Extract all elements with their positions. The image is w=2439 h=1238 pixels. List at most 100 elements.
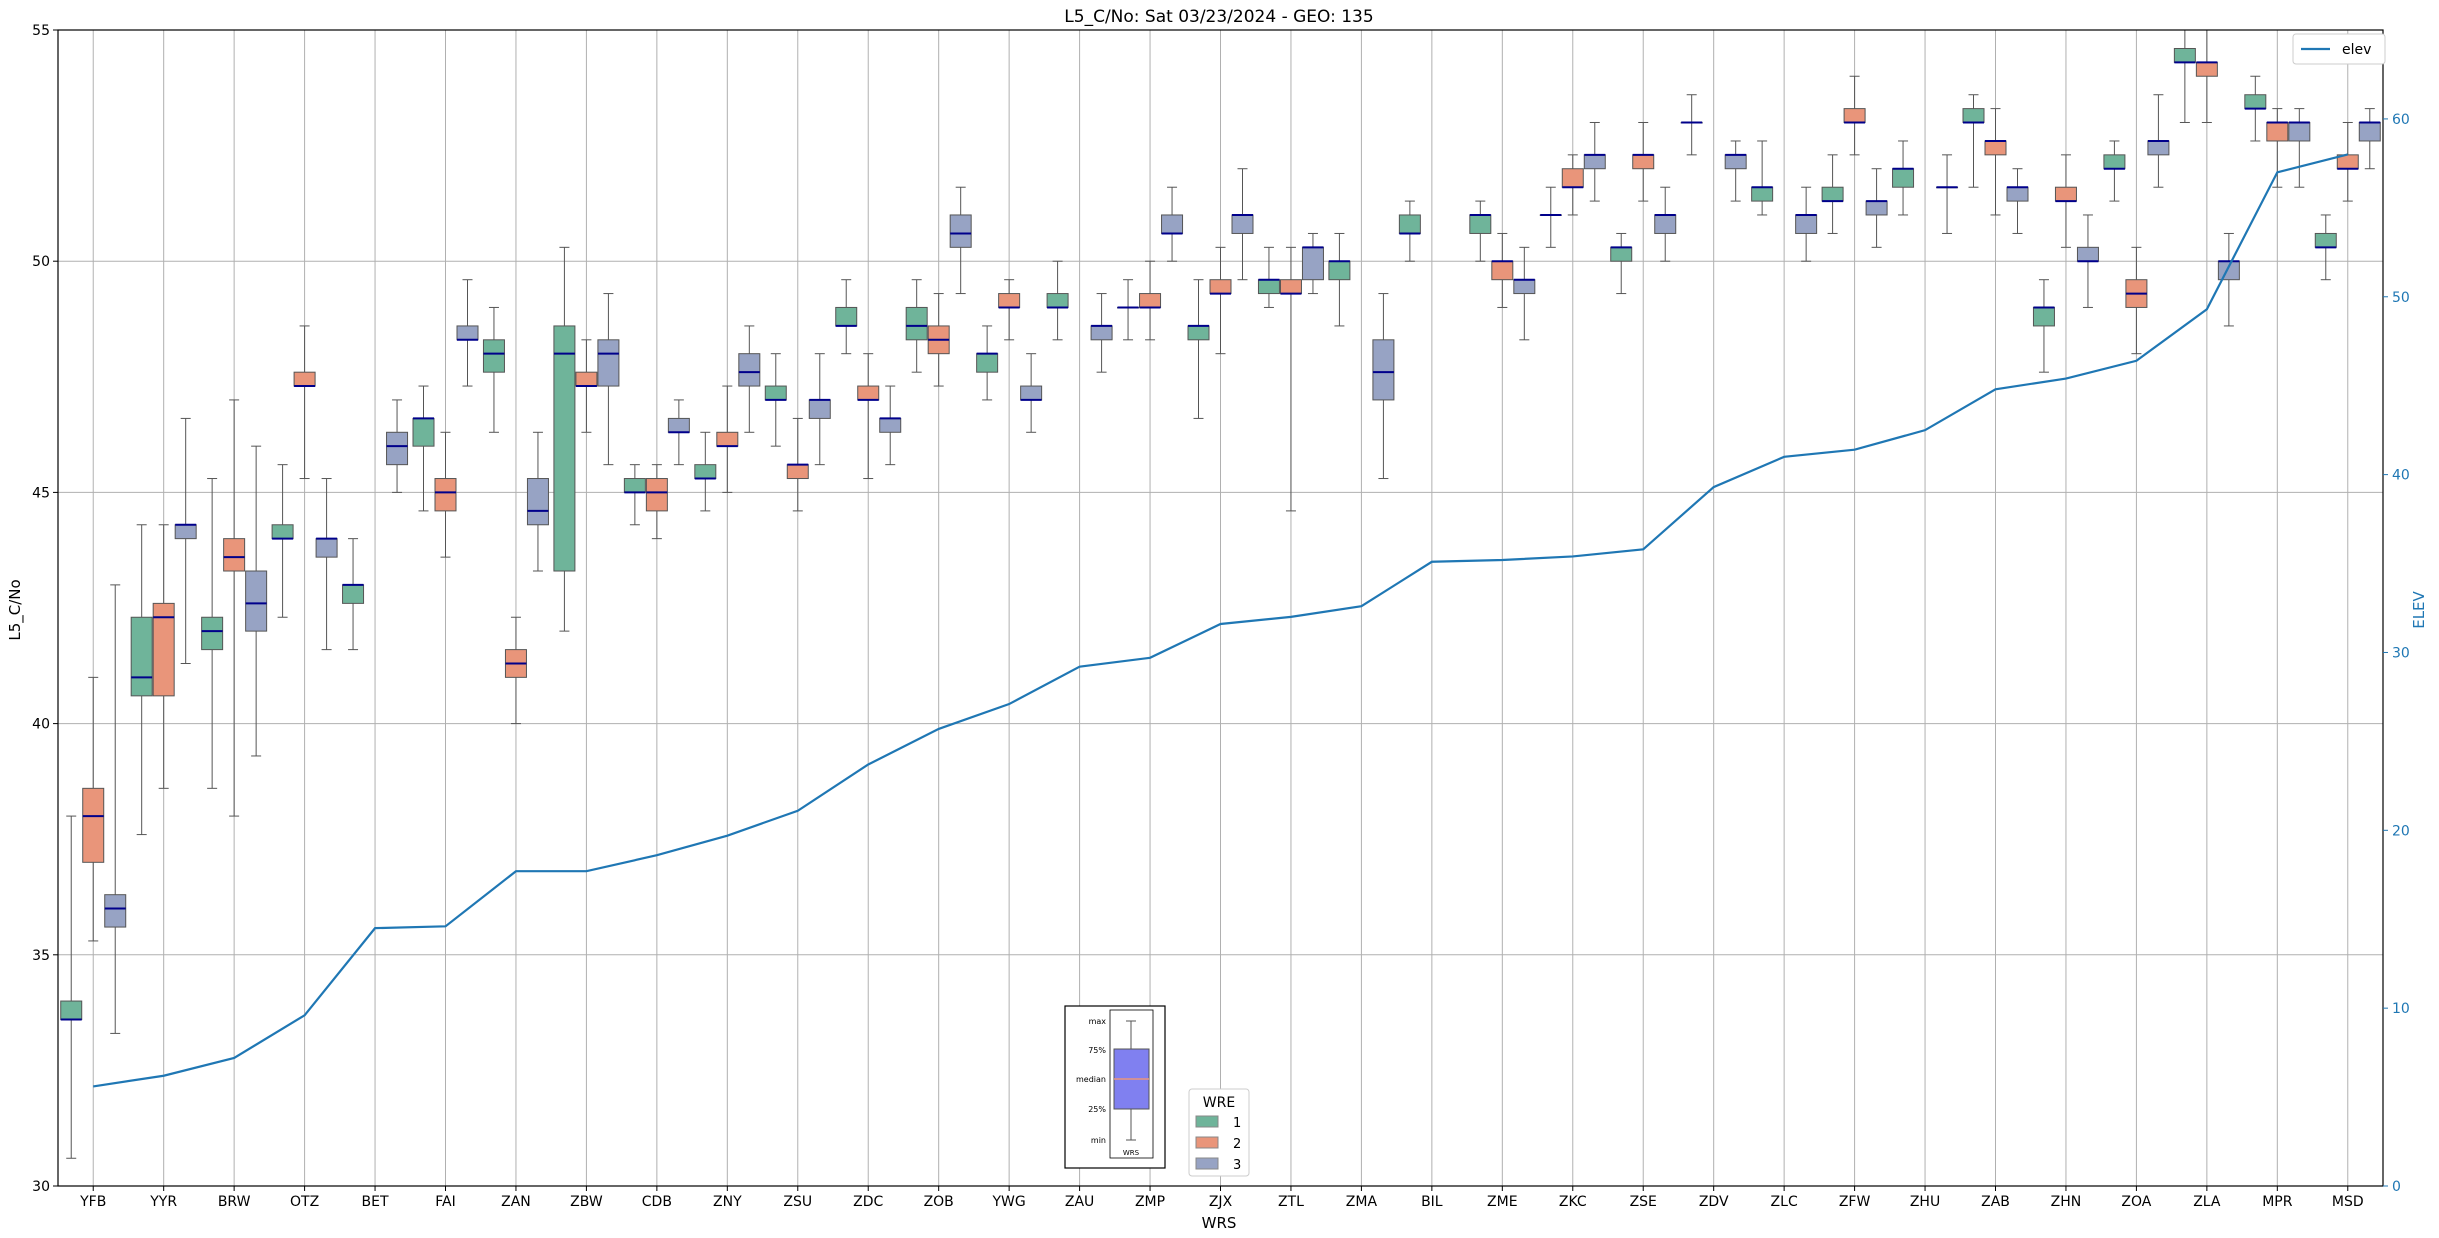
x-tick-label: YFB: [79, 1194, 106, 1210]
box-body: [1301, 246, 1324, 281]
box-wre-2: [1843, 75, 1866, 156]
box-wre-2: [998, 279, 1021, 341]
box-body: [738, 353, 761, 387]
box-wre-3: [1020, 353, 1043, 433]
box-wre-1: [1962, 94, 1985, 188]
box-wre-2: [504, 616, 527, 725]
box-body: [130, 616, 153, 697]
elev-series: [93, 153, 2349, 1088]
box-wre-1: [1046, 260, 1069, 341]
box-body: [1161, 214, 1184, 234]
box-wre-2: [1984, 108, 2007, 216]
box-wre-2: [2125, 246, 2148, 355]
box-wre-3: [738, 325, 761, 433]
y2-tick-label: 20: [2392, 823, 2410, 839]
box-body: [82, 787, 105, 863]
box-wre-1: [271, 464, 294, 618]
boxes: [60, 29, 2381, 1159]
y-tick-label: 30: [32, 1179, 50, 1195]
box-wre-1: [2103, 140, 2126, 202]
box-body: [104, 894, 127, 928]
box-wre-1: [2032, 279, 2055, 373]
x-tick-label: ZOB: [924, 1194, 954, 1210]
box-body: [808, 399, 831, 419]
box-body: [998, 293, 1021, 308]
box-wre-1: [412, 385, 435, 512]
box-wre-2: [927, 293, 950, 387]
box-body: [1865, 200, 1888, 216]
box-wre-1: [342, 538, 365, 651]
y2-tick-label: 0: [2392, 1179, 2401, 1195]
box-wre-1: [2244, 75, 2267, 142]
wre-legend-label-3: 3: [1233, 1158, 1241, 1173]
box-body: [1491, 260, 1514, 281]
box-body: [1561, 168, 1584, 188]
wre-legend-title: WRE: [1203, 1095, 1235, 1111]
box-wre-1: [1187, 279, 1210, 419]
chart-title: L5_C/No: Sat 03/23/2024 - GEO: 135: [1064, 7, 1373, 27]
box-wre-3: [174, 417, 197, 664]
x-tick-label: CDB: [642, 1194, 672, 1210]
box-body: [412, 417, 435, 447]
box-wre-3: [949, 186, 972, 295]
box-body: [1139, 293, 1162, 308]
wre-legend-swatch-3: [1195, 1157, 1219, 1170]
inset-label-median: median: [1076, 1075, 1106, 1084]
box-body: [152, 602, 175, 697]
box-body: [1843, 108, 1866, 123]
box-wre-3: [2147, 94, 2170, 188]
y-tick-label: 35: [32, 948, 50, 964]
box-wre-1: [764, 353, 787, 447]
x-tick-label: ZBW: [570, 1194, 603, 1210]
box-wre-1: [1539, 186, 1562, 248]
wre-legend-swatch-1: [1195, 1115, 1219, 1128]
box-wre-3: [1583, 121, 1606, 202]
x-tick-label: ZOA: [2121, 1194, 2151, 1210]
box-body: [623, 478, 646, 493]
box-wre-3: [315, 478, 338, 651]
x-tick-label: MPR: [2262, 1194, 2293, 1210]
x-tick-label: ZAU: [1065, 1194, 1094, 1210]
box-wre-3: [245, 445, 268, 757]
box-wre-3: [456, 279, 479, 387]
box-wre-2: [2054, 154, 2077, 248]
box-wre-3: [879, 385, 902, 466]
box-wre-3: [526, 431, 549, 572]
box-body: [201, 616, 224, 651]
box-wre-1: [835, 279, 858, 355]
box-wre-3: [2076, 214, 2099, 308]
box-wre-3: [2358, 108, 2381, 170]
box-wre-1: [1610, 232, 1633, 295]
box-body: [2173, 47, 2196, 63]
box-body: [716, 431, 739, 447]
box-wre-2: [857, 353, 880, 480]
y2-axis-label: ELEV: [2410, 590, 2428, 628]
x-tick-label: BIL: [1421, 1194, 1443, 1210]
box-wre-2: [1279, 246, 1302, 512]
x-tick-label: ZKC: [1559, 1194, 1587, 1210]
box-wre-2: [575, 339, 598, 433]
box-wre-2: [223, 399, 246, 817]
box-body: [2314, 232, 2337, 248]
box-body: [1984, 140, 2007, 156]
box-wre-1: [482, 306, 505, 433]
box-wre-3: [1372, 293, 1395, 480]
box-wre-3: [1513, 246, 1536, 341]
box-wre-1: [60, 815, 83, 1159]
inset-label-q3: 75%: [1088, 1046, 1106, 1055]
grid-lines: [58, 29, 2383, 1187]
box-wre-1: [905, 279, 928, 373]
x-tick-label: ZAB: [1981, 1194, 2010, 1210]
box-body: [597, 339, 620, 387]
x-axis-label: WRS: [1202, 1214, 1237, 1232]
box-wre-1: [1257, 246, 1280, 308]
box-wre-2: [2336, 121, 2359, 202]
box-wre-1: [976, 325, 999, 401]
box-wre-1: [2314, 214, 2337, 281]
box-wre-1: [623, 464, 646, 526]
inset-label-q1: 25%: [1088, 1105, 1106, 1114]
box-body: [1962, 108, 1985, 123]
box-body: [905, 306, 928, 341]
x-tick-label: ZDV: [1699, 1194, 1729, 1210]
